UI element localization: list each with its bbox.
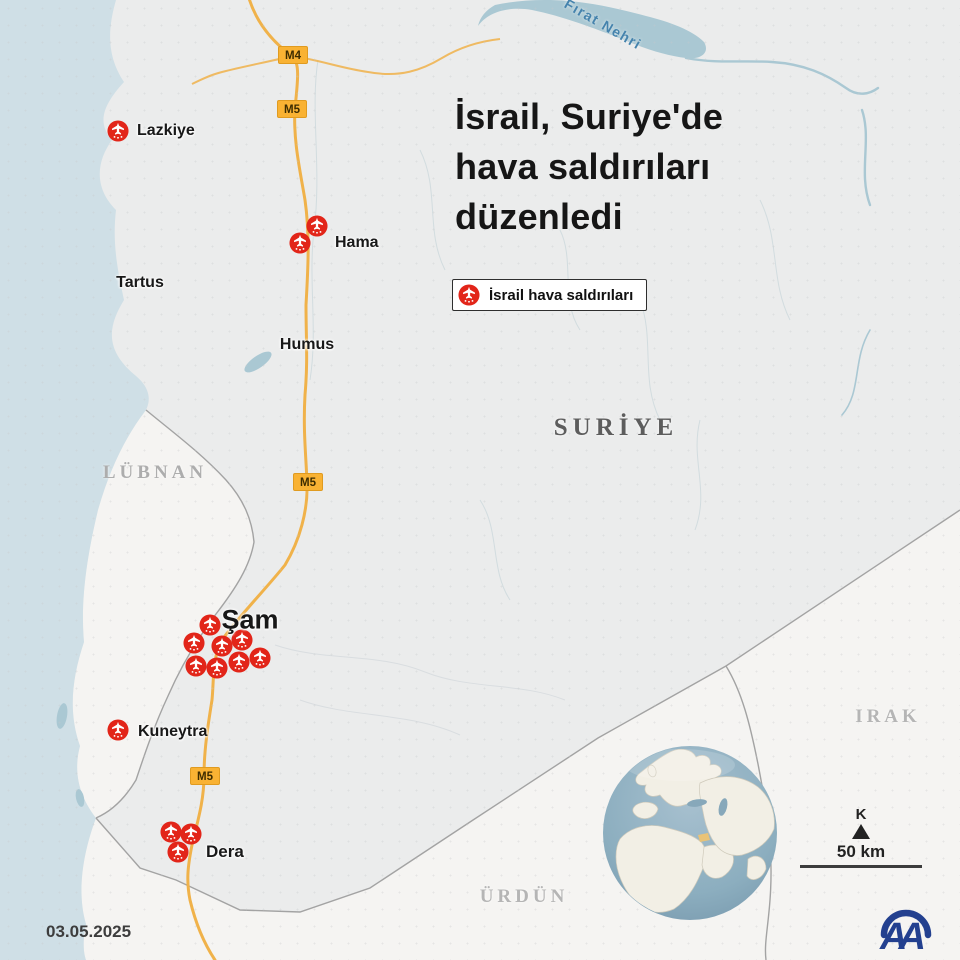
city-label-hama: Hama xyxy=(335,234,379,251)
euphrates-river xyxy=(478,0,706,59)
title-line: hava saldırıları xyxy=(455,146,711,187)
title-line: düzenledi xyxy=(455,196,623,237)
road-badge-m5: M5 xyxy=(277,100,307,118)
country-label-lubnan: LÜBNAN xyxy=(102,462,208,483)
mediterranean-sea xyxy=(0,0,149,960)
title-line: İsrail, Suriye'de xyxy=(455,96,724,137)
aa-agency-logo: AA xyxy=(879,909,932,955)
city-label-kuneytra: Kuneytra xyxy=(138,723,208,740)
airstrike-marker xyxy=(180,823,202,845)
euphrates-river-line xyxy=(684,56,880,95)
lebanon-region xyxy=(72,410,254,818)
road-badge-m5: M5 xyxy=(293,473,323,491)
country-label-irak: IRAK xyxy=(855,706,921,727)
page-title: İsrail, Suriye'de hava saldırıları düzen… xyxy=(455,92,895,242)
stream xyxy=(419,149,446,271)
river-line xyxy=(841,329,871,416)
airstrike-marker xyxy=(231,629,253,651)
m4-highway-west xyxy=(191,55,293,85)
scale-line xyxy=(800,865,922,868)
wadi xyxy=(274,644,566,701)
globe-seas xyxy=(625,749,735,842)
north-arrow-icon xyxy=(852,824,870,839)
m4-highway xyxy=(291,38,501,76)
city-label-humus: Humus xyxy=(279,336,335,353)
city-label-dera: Dera xyxy=(206,842,244,861)
stream xyxy=(759,199,791,321)
globe-land xyxy=(615,748,775,913)
airstrike-marker xyxy=(183,632,205,654)
city-label-tartus: Tartus xyxy=(116,274,164,291)
south-east-border xyxy=(95,509,960,913)
airstrike-marker xyxy=(211,635,233,657)
airstrike-marker xyxy=(306,215,328,237)
locator-globe xyxy=(603,746,777,920)
m5-highway xyxy=(186,0,310,960)
road-badge-m4: M4 xyxy=(278,46,308,64)
legend: İsrail hava saldırıları xyxy=(452,279,648,311)
airstrike-marker xyxy=(206,657,228,679)
city-label-sam: Şam xyxy=(221,604,279,635)
airstrike-icon xyxy=(458,284,480,306)
stream xyxy=(639,299,661,421)
wadi xyxy=(299,699,461,736)
stream xyxy=(479,499,511,601)
airstrike-marker xyxy=(107,120,129,142)
airstrike-marker xyxy=(289,232,311,254)
country-label-suriye: SURİYE xyxy=(553,414,679,441)
stream xyxy=(694,419,702,531)
north-label: K xyxy=(855,806,867,823)
airstrike-marker xyxy=(228,651,250,673)
city-label-lazkiye: Lazkiye xyxy=(137,122,195,139)
legend-label: İsrail hava saldırıları xyxy=(489,286,634,304)
country-label-urdun: ÜRDÜN xyxy=(479,886,569,907)
date-label: 03.05.2025 xyxy=(46,922,132,941)
coastal-lake xyxy=(56,703,68,729)
airstrike-marker xyxy=(160,821,182,843)
road-badge-m5: M5 xyxy=(190,767,220,785)
airstrike-marker xyxy=(185,655,207,677)
globe-syria-highlight xyxy=(698,833,710,842)
airstrike-marker xyxy=(199,614,221,636)
homs-lake xyxy=(244,351,272,373)
airstrike-marker xyxy=(107,719,129,741)
river-line xyxy=(860,108,872,207)
aa-logo-text: AA xyxy=(879,916,923,955)
airstrike-marker xyxy=(249,647,271,669)
coastal-lake xyxy=(75,789,85,807)
lebanon-border xyxy=(95,409,255,819)
scale-distance: 50 km xyxy=(836,842,886,861)
scale-bar: K 50 km xyxy=(800,806,922,868)
airstrike-marker xyxy=(167,841,189,863)
